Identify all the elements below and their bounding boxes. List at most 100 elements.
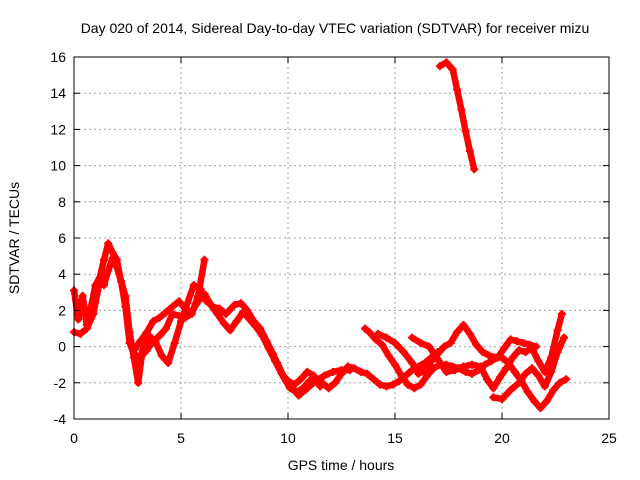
data-point xyxy=(468,360,476,369)
data-point xyxy=(318,378,327,387)
data-point xyxy=(350,364,359,373)
y-axis-label: SDTVAR / TECUs xyxy=(6,182,22,294)
data-point xyxy=(440,342,449,351)
data-point xyxy=(465,147,474,156)
series-track-i xyxy=(435,58,479,174)
data-point xyxy=(562,375,571,384)
data-point xyxy=(251,322,260,331)
data-point xyxy=(416,380,425,389)
y-tick-label: 16 xyxy=(50,49,66,65)
data-point xyxy=(521,348,530,356)
data-point xyxy=(100,281,108,290)
data-point xyxy=(142,346,151,355)
data-point xyxy=(557,310,566,318)
data-point xyxy=(397,371,406,380)
data-point xyxy=(495,373,504,382)
data-point xyxy=(174,297,183,306)
y-tick-label: 10 xyxy=(50,158,66,174)
data-point xyxy=(303,367,312,376)
data-point xyxy=(498,353,506,362)
data-point xyxy=(286,384,295,393)
data-point xyxy=(468,369,476,378)
data-point xyxy=(485,351,494,360)
data-point xyxy=(408,333,417,342)
data-point xyxy=(478,348,487,356)
data-point xyxy=(457,105,466,114)
data-point xyxy=(219,319,228,328)
data-point xyxy=(292,387,301,396)
data-point xyxy=(104,239,113,248)
data-point xyxy=(442,58,451,67)
series-line xyxy=(130,290,324,390)
x-tick-label: 5 xyxy=(177,430,185,446)
data-point xyxy=(403,380,412,389)
data-point xyxy=(391,360,399,369)
data-point xyxy=(258,331,267,340)
data-point xyxy=(236,299,245,308)
data-point xyxy=(376,380,384,389)
data-series xyxy=(70,58,571,413)
series-track-e xyxy=(361,324,541,393)
data-point xyxy=(523,387,532,396)
x-tick-label: 0 xyxy=(70,430,78,446)
data-point xyxy=(476,362,485,371)
y-tick-label: 0 xyxy=(58,339,66,355)
y-tick-label: 8 xyxy=(58,194,66,210)
data-point xyxy=(553,326,562,335)
data-point xyxy=(414,369,423,378)
data-point xyxy=(136,353,145,362)
data-point xyxy=(410,384,419,393)
data-point xyxy=(239,308,248,317)
series-line xyxy=(408,310,566,392)
data-point xyxy=(528,344,536,353)
data-point xyxy=(149,337,158,346)
data-point xyxy=(506,335,515,344)
data-point xyxy=(500,344,509,353)
data-point xyxy=(142,328,151,337)
x-tick-label: 15 xyxy=(387,430,403,446)
data-point xyxy=(279,373,288,382)
data-point xyxy=(408,358,417,367)
data-point xyxy=(421,366,429,375)
data-point xyxy=(117,277,126,286)
data-point xyxy=(331,378,340,387)
data-point xyxy=(174,311,183,320)
data-point xyxy=(189,281,198,290)
data-point xyxy=(534,371,543,380)
data-point xyxy=(513,337,521,346)
data-point xyxy=(448,65,457,74)
data-point xyxy=(530,396,539,405)
data-point xyxy=(162,308,170,317)
data-point xyxy=(155,313,164,322)
data-point xyxy=(305,377,314,385)
series-track-g xyxy=(408,310,566,393)
data-point xyxy=(489,384,498,393)
data-point xyxy=(170,339,179,347)
data-point xyxy=(369,375,378,384)
data-point xyxy=(515,346,524,355)
data-point xyxy=(264,344,273,353)
data-point xyxy=(427,357,436,366)
data-point xyxy=(429,364,438,373)
data-point xyxy=(149,317,158,326)
grid xyxy=(74,57,609,419)
data-point xyxy=(472,340,481,349)
data-point xyxy=(337,369,346,378)
data-point xyxy=(296,375,305,384)
data-point xyxy=(498,395,506,404)
data-point xyxy=(519,339,528,347)
data-point xyxy=(442,367,451,376)
data-point xyxy=(164,358,173,367)
x-tick-label: 10 xyxy=(280,430,296,446)
data-point xyxy=(78,291,87,300)
data-point xyxy=(502,364,511,373)
data-point xyxy=(547,367,556,376)
data-point xyxy=(489,393,498,402)
data-point xyxy=(320,371,329,380)
data-point xyxy=(162,324,170,333)
data-point xyxy=(542,396,551,405)
ticks: 0 5 10 15 20 25 -4 -2 0 2 4 6 8 10 12 14 16 xyxy=(50,49,617,446)
data-point xyxy=(181,313,190,322)
data-point xyxy=(470,165,479,174)
